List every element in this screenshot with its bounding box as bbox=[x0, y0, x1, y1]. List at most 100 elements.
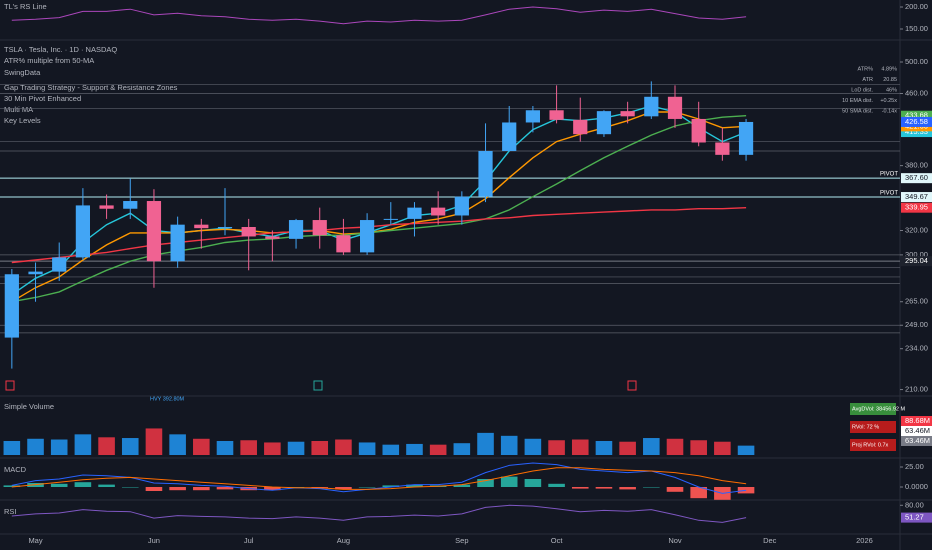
candle-body bbox=[336, 235, 351, 253]
panel-title: MACD bbox=[4, 465, 27, 474]
histogram-bar bbox=[619, 487, 636, 490]
indicator-name: Gap Trading Strategy - Support & Resista… bbox=[4, 83, 178, 92]
level-label: 349.67 bbox=[905, 192, 928, 201]
x-tick-label: Oct bbox=[551, 536, 564, 545]
info-cell: ATR bbox=[862, 77, 873, 83]
indicator-name: 30 Min Pivot Enhanced bbox=[4, 94, 81, 103]
info-cell: 4.89% bbox=[881, 66, 897, 72]
histogram-bar bbox=[145, 487, 163, 491]
volume-bar bbox=[429, 444, 447, 455]
info-cell: 50 SMA dist. bbox=[842, 108, 873, 114]
line bbox=[11, 111, 747, 303]
candle-body bbox=[667, 96, 683, 119]
earnings-icon bbox=[627, 380, 637, 391]
candle-body bbox=[312, 220, 327, 236]
candle-body bbox=[75, 205, 90, 258]
candle-body bbox=[478, 151, 493, 197]
candle-body bbox=[4, 274, 19, 338]
candle-body bbox=[620, 111, 635, 117]
y-tick-label: 460.00 bbox=[905, 88, 928, 97]
level-tag: PIVOT bbox=[880, 191, 898, 197]
ma-value-label: 339.95 bbox=[905, 203, 928, 212]
candle-body bbox=[265, 236, 280, 239]
y-tick-label: 25.00 bbox=[905, 462, 924, 471]
annotation: HVY 392.80M bbox=[150, 396, 185, 402]
volume-bar bbox=[240, 440, 257, 455]
histogram-bar bbox=[548, 483, 565, 487]
volume-bar bbox=[3, 440, 21, 455]
stat-label: Proj RVol: 0.7x bbox=[852, 442, 889, 448]
indicator-name: ATR% multiple from 50-MA bbox=[4, 56, 94, 65]
earnings-icon bbox=[5, 380, 15, 391]
histogram-bar bbox=[358, 487, 376, 488]
volume-bar bbox=[500, 435, 518, 455]
volume-bar bbox=[666, 438, 684, 455]
panel-title: RSI bbox=[4, 507, 17, 516]
candle-body bbox=[549, 110, 564, 120]
histogram-bar bbox=[477, 479, 494, 487]
y-tick-label: 234.00 bbox=[905, 344, 928, 353]
volume-bar bbox=[477, 432, 494, 455]
volume-bar bbox=[311, 440, 329, 455]
info-cell: 10 EMA dist. bbox=[842, 98, 873, 104]
histogram-bar bbox=[643, 487, 660, 488]
histogram-bar bbox=[571, 487, 589, 489]
volume-bar bbox=[737, 445, 755, 455]
histogram-bar bbox=[453, 484, 471, 487]
volume-bar bbox=[27, 438, 44, 455]
indicator-name: Multi MA bbox=[4, 105, 33, 114]
candle-body bbox=[407, 207, 422, 219]
y-tick-label: 300.00 bbox=[905, 250, 928, 259]
candle-body bbox=[383, 218, 398, 220]
volume-bar bbox=[169, 434, 186, 455]
histogram-bar bbox=[74, 482, 92, 487]
volume-bar bbox=[643, 438, 660, 455]
close-label: 426.58 bbox=[905, 117, 928, 126]
volume-bar bbox=[571, 439, 589, 455]
y-tick-label: 200.00 bbox=[905, 2, 928, 11]
volume-bar bbox=[453, 443, 471, 455]
candle-body bbox=[194, 224, 209, 229]
histogram-bar bbox=[382, 485, 400, 487]
candle-body bbox=[52, 257, 67, 272]
x-tick-label: Sep bbox=[455, 536, 468, 545]
y-tick-label: 150.00 bbox=[905, 24, 928, 33]
volume-bar bbox=[121, 438, 139, 455]
ma-value-box bbox=[901, 127, 932, 138]
volume-bar bbox=[548, 440, 565, 455]
histogram-bar bbox=[500, 476, 518, 487]
level-label: 367.60 bbox=[905, 173, 928, 182]
marker-label: 63.46M bbox=[905, 436, 930, 445]
volume-bar bbox=[264, 442, 281, 455]
x-tick-label: Aug bbox=[337, 536, 350, 545]
marker-box bbox=[901, 436, 932, 446]
y-tick-label: 210.00 bbox=[905, 385, 928, 394]
y-tick-label: 500.00 bbox=[905, 57, 928, 66]
histogram-bar bbox=[98, 484, 115, 487]
candle-body bbox=[217, 226, 233, 229]
y-tick-label: 249.00 bbox=[905, 320, 928, 329]
volume-bar bbox=[524, 438, 542, 455]
volume-bar bbox=[406, 443, 423, 455]
histogram-bar bbox=[287, 487, 305, 488]
marker-label: 63.46M bbox=[905, 426, 930, 435]
volume-bar bbox=[145, 428, 163, 455]
histogram-bar bbox=[666, 487, 684, 492]
volume-bar bbox=[50, 439, 68, 455]
volume-bar bbox=[216, 440, 234, 455]
candle-body bbox=[146, 201, 162, 262]
x-tick-label: 2026 bbox=[856, 536, 873, 545]
candle-body bbox=[715, 142, 730, 155]
info-cell: 46% bbox=[886, 87, 897, 93]
candle-body bbox=[288, 220, 304, 239]
x-tick-label: Jun bbox=[148, 536, 160, 545]
stat-box bbox=[850, 403, 896, 415]
info-cell: ATR% bbox=[858, 66, 874, 72]
line bbox=[11, 105, 747, 296]
y-tick-label: 265.00 bbox=[905, 297, 928, 306]
x-tick-label: Dec bbox=[763, 536, 777, 545]
line bbox=[11, 207, 747, 264]
histogram-bar bbox=[595, 487, 613, 489]
x-tick-label: May bbox=[28, 536, 42, 545]
candle-body bbox=[431, 207, 446, 216]
